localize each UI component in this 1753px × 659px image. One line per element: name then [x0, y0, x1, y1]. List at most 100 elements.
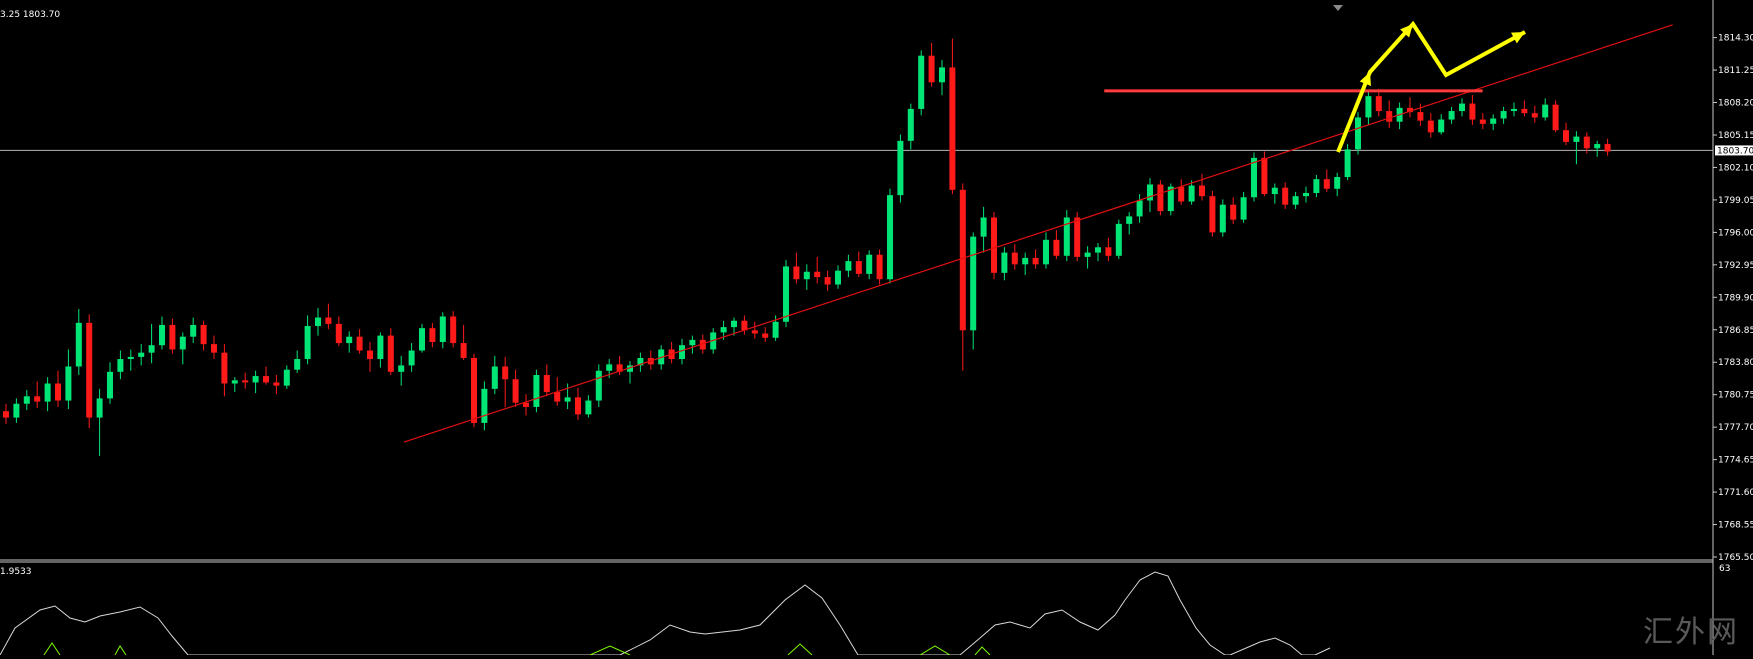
- candle-body: [679, 345, 685, 360]
- bull-candle: [294, 350, 301, 373]
- candle-body: [1043, 239, 1049, 265]
- candle-body: [866, 254, 873, 274]
- candle-body: [554, 392, 561, 402]
- candle-body: [1022, 257, 1029, 265]
- candle-body: [107, 371, 113, 399]
- bear-candle: [928, 42, 935, 87]
- y-tick-label: 1768.55: [1718, 521, 1753, 531]
- bull-candle: [1022, 252, 1029, 275]
- candle-body: [1479, 119, 1486, 124]
- candle-body: [231, 380, 238, 384]
- candle-body: [1105, 247, 1112, 256]
- candle-body: [1427, 120, 1434, 133]
- bear-candle: [367, 342, 373, 372]
- bull-candle: [179, 332, 186, 365]
- candle-body: [1053, 239, 1060, 256]
- candle-body: [720, 327, 727, 333]
- bear-candle: [959, 183, 966, 371]
- candle-body: [1230, 204, 1237, 220]
- candle-body: [1469, 103, 1476, 120]
- candle-body: [783, 266, 789, 322]
- candle-body: [263, 376, 269, 383]
- bull-candle: [1313, 174, 1320, 198]
- bear-candle: [1053, 230, 1060, 259]
- y-tick-label: 1808.20: [1718, 99, 1753, 109]
- bull-candle: [1167, 183, 1174, 216]
- bull-candle: [1542, 98, 1549, 121]
- bull-candle: [1147, 178, 1153, 213]
- bear-candle: [543, 364, 550, 397]
- bull-candle: [980, 206, 987, 253]
- candle-body: [606, 364, 613, 371]
- bull-candle: [1334, 172, 1341, 197]
- candle-body: [1594, 144, 1601, 149]
- candle-body: [346, 336, 353, 344]
- y-tick-label: 1765.50: [1718, 553, 1753, 563]
- candle-body: [1271, 187, 1278, 195]
- indicator-signal-line: [43, 642, 61, 656]
- candle-body: [1178, 186, 1185, 202]
- candle-body: [1323, 179, 1330, 189]
- candle-body: [876, 254, 883, 280]
- candle-body: [1032, 257, 1039, 265]
- candle-body: [471, 357, 477, 423]
- bear-candle: [471, 353, 477, 428]
- candle-body: [855, 261, 862, 274]
- bear-candle: [387, 328, 394, 375]
- candle-body: [585, 400, 592, 415]
- bull-candle: [1303, 186, 1309, 203]
- bull-candle: [970, 232, 977, 350]
- candle-body: [138, 352, 145, 357]
- candle-body: [325, 317, 332, 324]
- bear-candle: [991, 212, 997, 280]
- candle-body: [959, 189, 966, 331]
- candle-body: [491, 366, 498, 389]
- bull-candle: [231, 377, 238, 393]
- bear-candle: [1032, 249, 1039, 269]
- candle-body: [1417, 112, 1424, 121]
- y-tick-label: 1771.60: [1718, 488, 1753, 498]
- bull-candle: [1448, 106, 1455, 124]
- candle-body: [1074, 217, 1081, 257]
- bear-candle: [221, 344, 228, 397]
- bear-candle: [1323, 169, 1330, 192]
- bull-candle: [491, 355, 498, 395]
- bull-candle: [419, 323, 425, 353]
- bear-candle: [814, 256, 821, 284]
- candle-body: [928, 55, 935, 83]
- indicator-right-label: 63: [1719, 564, 1731, 574]
- y-tick-label: 1777.70: [1718, 423, 1753, 433]
- candle-body: [1126, 216, 1133, 224]
- candle-body: [294, 359, 301, 370]
- candle-body: [595, 370, 602, 401]
- candle-body: [575, 397, 581, 415]
- bull-candle: [1365, 89, 1372, 125]
- candle-body: [75, 322, 82, 367]
- candle-body: [1386, 111, 1393, 122]
- bull-candle: [315, 307, 321, 336]
- bull-candle: [377, 332, 384, 368]
- bull-candle: [398, 355, 405, 386]
- candle-body: [689, 339, 696, 346]
- candle-body: [304, 326, 311, 360]
- candle-body: [283, 369, 290, 386]
- candle-body: [502, 366, 509, 380]
- candle-body: [252, 376, 259, 383]
- y-tick-label: 1805.15: [1718, 131, 1753, 141]
- price-readout: 3.25 1803.70: [0, 10, 61, 20]
- candle-body: [44, 383, 51, 402]
- y-tick-label: 1796.00: [1718, 228, 1753, 238]
- bear-candle: [1469, 95, 1476, 125]
- bear-candle: [1011, 244, 1018, 270]
- bear-candle: [762, 327, 769, 343]
- bear-candle: [523, 394, 529, 416]
- bear-candle: [1407, 97, 1413, 118]
- candle-body: [211, 344, 217, 353]
- candle-body: [1448, 111, 1455, 120]
- indicator-signal-line: [589, 645, 631, 656]
- bear-candle: [949, 38, 956, 195]
- bull-candle: [127, 349, 134, 371]
- candle-body: [533, 375, 540, 407]
